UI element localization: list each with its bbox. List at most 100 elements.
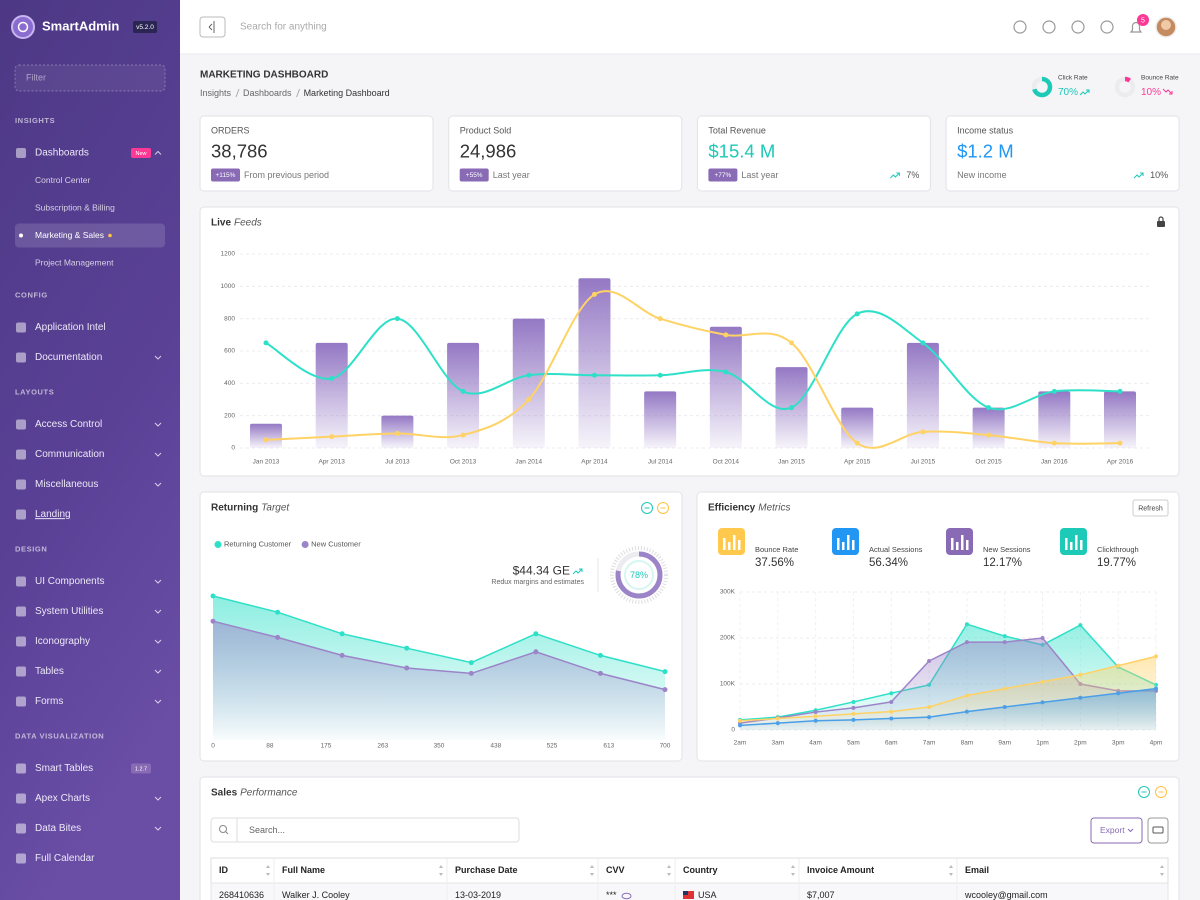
bar bbox=[644, 391, 677, 448]
column-header[interactable]: Invoice Amount bbox=[807, 865, 874, 875]
nav-item[interactable]: Tables bbox=[35, 666, 64, 677]
nav-subitem[interactable]: Subscription & Billing bbox=[35, 202, 115, 212]
nav-subitem[interactable]: Control Center bbox=[35, 175, 90, 185]
search-box[interactable] bbox=[210, 817, 520, 843]
x-tick-label: Apr 2016 bbox=[1107, 459, 1134, 466]
point bbox=[662, 687, 668, 693]
nav-subitem[interactable]: Marketing & Sales bbox=[35, 230, 104, 240]
version-badge bbox=[133, 21, 157, 33]
refresh-button[interactable] bbox=[1132, 499, 1169, 517]
x-tick-label: Jul 2015 bbox=[911, 459, 936, 466]
chevron-down bbox=[154, 355, 162, 360]
panel-button[interactable] bbox=[1138, 786, 1150, 798]
column-header[interactable]: Country bbox=[683, 865, 718, 875]
point bbox=[1040, 636, 1045, 640]
sidebar-toggle[interactable] bbox=[199, 16, 226, 38]
x-tick-label: 5am bbox=[847, 740, 860, 747]
point bbox=[889, 716, 894, 721]
chevron-down bbox=[154, 482, 162, 487]
card-title: Sales Performance bbox=[211, 787, 298, 798]
point bbox=[1051, 388, 1057, 394]
point bbox=[597, 652, 603, 658]
x-tick-label: 3am bbox=[771, 740, 784, 747]
point bbox=[738, 718, 742, 723]
x-tick-label: 438 bbox=[490, 743, 501, 750]
nav-item[interactable]: Smart Tables bbox=[35, 763, 93, 774]
bar bbox=[709, 326, 742, 448]
nav-item[interactable]: Iconography bbox=[35, 636, 90, 647]
nav-item[interactable]: Access Control bbox=[35, 419, 102, 430]
metric-value: 37.56% bbox=[755, 557, 794, 569]
nav-item[interactable]: Forms bbox=[35, 696, 63, 707]
search-icon-handle bbox=[225, 831, 229, 835]
table-cell: wcooley@gmail.com bbox=[964, 890, 1048, 900]
topbar-icon[interactable] bbox=[1071, 20, 1085, 34]
column-header[interactable]: Full Name bbox=[282, 865, 325, 875]
nav-item[interactable]: UI Components bbox=[35, 576, 104, 587]
nav-icon bbox=[16, 823, 26, 834]
topbar-icon[interactable] bbox=[1013, 20, 1027, 34]
panel-button[interactable] bbox=[641, 502, 653, 514]
trend-icon bbox=[1133, 172, 1144, 179]
metric-icon-bar bbox=[1065, 538, 1068, 550]
nav-item[interactable]: Documentation bbox=[35, 352, 102, 363]
bell-icon[interactable] bbox=[1129, 21, 1143, 33]
breadcrumb-item[interactable]: Dashboards bbox=[243, 88, 292, 98]
table-cell: *** bbox=[606, 890, 617, 900]
chevron-down bbox=[154, 826, 162, 831]
nav-item[interactable]: Landing bbox=[35, 509, 71, 520]
search-icon bbox=[219, 825, 227, 833]
nav-item[interactable]: Apex Charts bbox=[35, 793, 90, 804]
nav-item[interactable]: Communication bbox=[35, 449, 104, 460]
nav-item[interactable]: Full Calendar bbox=[35, 853, 95, 864]
nav-active-dot bbox=[19, 233, 23, 238]
topbar-icon[interactable] bbox=[1042, 20, 1056, 34]
point bbox=[263, 340, 269, 346]
breadcrumb-item[interactable]: Insights bbox=[200, 88, 232, 98]
point bbox=[738, 723, 742, 728]
column-header[interactable]: CVV bbox=[606, 865, 625, 875]
chevron-down bbox=[154, 639, 162, 644]
print-button[interactable] bbox=[1147, 817, 1169, 844]
column-header[interactable]: Purchase Date bbox=[455, 865, 518, 875]
metric-icon-bar bbox=[837, 538, 840, 550]
metric-icon-bar bbox=[951, 538, 954, 550]
legend-swatch bbox=[301, 541, 309, 548]
nav-icon bbox=[16, 419, 26, 430]
point bbox=[526, 372, 532, 378]
reveal-icon[interactable] bbox=[621, 892, 632, 900]
panel-button[interactable] bbox=[1155, 786, 1167, 798]
export-button[interactable] bbox=[1090, 817, 1143, 844]
panel-button[interactable] bbox=[657, 502, 669, 514]
section-title: INSIGHTS bbox=[15, 116, 55, 125]
nav-icon bbox=[16, 322, 26, 333]
title-em: Performance bbox=[240, 787, 298, 798]
point bbox=[1040, 679, 1045, 684]
point bbox=[1116, 691, 1121, 696]
title-strong: Live bbox=[211, 217, 231, 228]
legend-swatch bbox=[214, 541, 222, 548]
filter-input[interactable] bbox=[14, 64, 166, 92]
y-tick-label: 800 bbox=[224, 315, 235, 322]
point bbox=[927, 715, 932, 720]
metric-icon-bar bbox=[847, 535, 850, 550]
search-placeholder[interactable]: Search for anything bbox=[240, 22, 327, 33]
trend-icon bbox=[890, 172, 900, 179]
column-header[interactable]: ID bbox=[219, 865, 229, 875]
column-header[interactable]: Email bbox=[965, 865, 989, 875]
x-tick-label: Jan 2016 bbox=[1041, 459, 1068, 466]
metric-icon-bar bbox=[852, 540, 855, 550]
nav-item[interactable]: Dashboards bbox=[35, 148, 89, 159]
nav-item[interactable]: System Utilities bbox=[35, 606, 103, 617]
bar bbox=[447, 342, 480, 448]
nav-icon bbox=[16, 696, 26, 707]
nav-item[interactable]: Miscellaneous bbox=[35, 479, 98, 490]
metric-icon-bar bbox=[961, 535, 964, 550]
nav-item[interactable]: Application Intel bbox=[35, 322, 106, 333]
nav-subitem[interactable]: Project Management bbox=[35, 257, 114, 267]
topbar-icon[interactable] bbox=[1100, 20, 1114, 34]
x-tick-label: Oct 2014 bbox=[713, 459, 740, 466]
export-chevron bbox=[1127, 828, 1134, 833]
card bbox=[448, 115, 683, 192]
nav-item[interactable]: Data Bites bbox=[35, 823, 81, 834]
